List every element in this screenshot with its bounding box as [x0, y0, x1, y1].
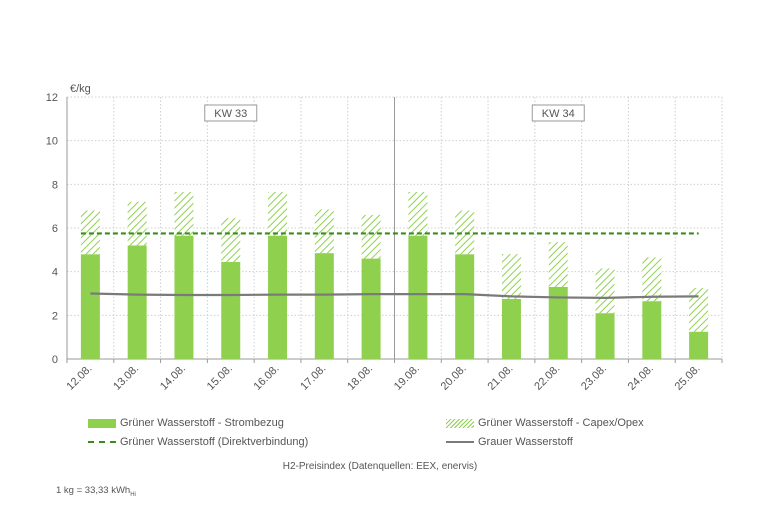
bar-capex-opex — [689, 288, 709, 332]
x-tick-label: 12.08. — [64, 363, 94, 393]
bar-capex-opex — [548, 242, 568, 287]
bar-layer — [80, 191, 709, 359]
week-label-box — [204, 104, 258, 122]
x-tick-label: 15.08. — [205, 363, 235, 393]
y-tick-label: 0 — [52, 354, 58, 366]
unit-note: 1 kg = 33,33 kWhHi — [56, 485, 136, 498]
week-label: KW 34 — [542, 108, 575, 120]
bar-capex-opex — [642, 257, 662, 302]
x-tick-label: 23.08. — [579, 363, 609, 393]
bar-strombezug — [221, 261, 241, 359]
bar-strombezug — [455, 254, 475, 359]
legend-swatch-dashed — [88, 441, 116, 443]
legend-label-strombezug: Grüner Wasserstoff - Strombezug — [120, 417, 284, 429]
x-tick-label: 21.08. — [485, 363, 515, 393]
x-tick-label: 16.08. — [252, 363, 282, 393]
line-grauer-wasserstoff — [90, 292, 699, 299]
line-layer — [80, 232, 699, 299]
bar-capex-opex — [127, 201, 147, 246]
x-tick-label: 13.08. — [111, 363, 141, 393]
bar-strombezug — [80, 254, 100, 359]
bar-strombezug — [501, 298, 521, 359]
source-note: H2-Preisindex (Datenquellen: EEX, enervi… — [282, 461, 478, 472]
bar-capex-opex — [221, 218, 241, 262]
y-tick-label: 8 — [52, 179, 58, 191]
bar-capex-opex — [314, 209, 334, 254]
y-tick-label: 6 — [52, 223, 58, 235]
y-tick-label: 4 — [52, 267, 58, 279]
legend-label-direktverbindung: Grüner Wasserstoff (Direktverbindung) — [120, 436, 309, 448]
unit-note-sub: Hi — [130, 491, 136, 498]
bar-strombezug — [127, 245, 147, 359]
x-tick-label: 22.08. — [532, 363, 562, 393]
legend-label-capex: Grüner Wasserstoff - Capex/Opex — [478, 417, 644, 429]
bar-strombezug — [408, 235, 428, 359]
bar-capex-opex — [174, 191, 194, 236]
week-label-box — [531, 104, 585, 122]
bar-capex-opex — [268, 191, 288, 236]
bar-strombezug — [268, 235, 288, 359]
unit-note-text: 1 kg = 33,33 kWh — [56, 485, 131, 496]
x-tick-label: 18.08. — [345, 363, 375, 393]
legend-swatch-line — [446, 441, 474, 443]
x-tick-label: 19.08. — [392, 363, 422, 393]
legend-swatch-solid — [88, 418, 116, 428]
bar-strombezug — [548, 286, 568, 359]
y-tick-label: 2 — [52, 310, 58, 322]
bar-capex-opex — [361, 214, 381, 259]
bar-strombezug — [595, 313, 615, 359]
legend-item-direktverbindung: Grüner Wasserstoff (Direktverbindung) — [88, 436, 308, 448]
bar-strombezug — [314, 253, 334, 359]
bar-capex-opex — [455, 210, 475, 255]
x-tick-label: 17.08. — [298, 363, 328, 393]
x-tick-label: 14.08. — [158, 363, 188, 393]
chart: 0 2 4 6 8 10 12 €/kg KW 33 KW 34 12.08. 13.08. 14.08… — [46, 83, 723, 393]
legend-item-strombezug: Grüner Wasserstoff - Strombezug — [88, 417, 284, 429]
bar-capex-opex — [408, 191, 428, 236]
legend-item-capex: Grüner Wasserstoff - Capex/Opex — [446, 417, 644, 429]
x-tick-label: 20.08. — [439, 363, 469, 393]
bar-strombezug — [361, 258, 381, 359]
bar-strombezug — [689, 331, 709, 359]
y-tick-label: 12 — [46, 92, 58, 104]
x-tick-label: 25.08. — [673, 363, 703, 393]
y-unit-label: €/kg — [70, 83, 91, 95]
y-tick-label: 10 — [46, 136, 58, 148]
bar-strombezug — [642, 301, 662, 359]
legend-item-grau: Grauer Wasserstoff — [446, 436, 573, 448]
bar-strombezug — [174, 235, 194, 359]
week-label: KW 33 — [214, 108, 247, 120]
legend-swatch-hatch — [446, 418, 474, 428]
bar-capex-opex — [501, 254, 521, 299]
bar-capex-opex — [595, 268, 615, 314]
legend-label-grau: Grauer Wasserstoff — [478, 436, 573, 448]
grid-layer — [66, 96, 723, 363]
x-tick-label: 24.08. — [626, 363, 656, 393]
